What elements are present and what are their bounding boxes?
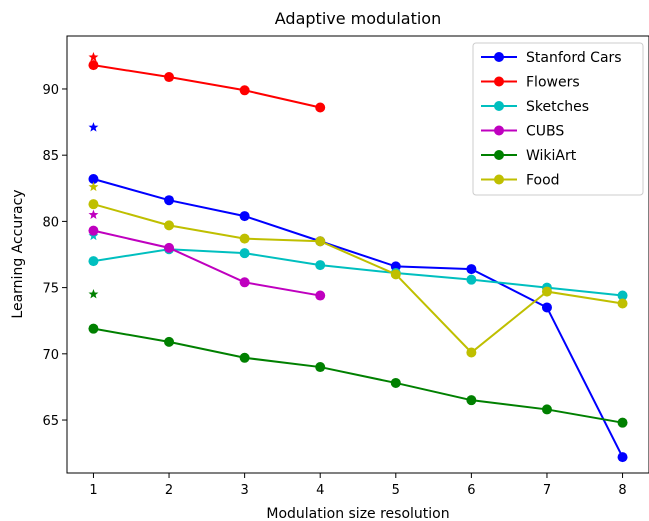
x-tick-label: 7 bbox=[543, 483, 551, 498]
y-tick-label: 75 bbox=[42, 282, 59, 297]
data-point bbox=[88, 174, 99, 185]
y-tick-label: 70 bbox=[42, 348, 59, 363]
legend-label: CUBS bbox=[526, 124, 564, 140]
legend-swatch-marker bbox=[494, 52, 504, 62]
legend-label: Flowers bbox=[526, 75, 580, 91]
data-point bbox=[164, 72, 175, 83]
data-point bbox=[617, 298, 628, 309]
legend-item: Food bbox=[481, 173, 560, 189]
star-marker bbox=[88, 51, 99, 62]
series-layer bbox=[88, 51, 628, 463]
data-point bbox=[541, 286, 552, 297]
legend-item: Stanford Cars bbox=[481, 50, 622, 66]
data-point bbox=[390, 269, 401, 280]
data-point bbox=[541, 404, 552, 415]
data-point bbox=[88, 199, 99, 210]
data-point bbox=[164, 242, 175, 253]
data-point bbox=[466, 264, 477, 275]
x-tick-label: 5 bbox=[392, 483, 400, 498]
data-point bbox=[617, 417, 628, 428]
data-point bbox=[315, 260, 326, 271]
legend-item: Flowers bbox=[481, 75, 580, 91]
series-3 bbox=[88, 209, 326, 301]
x-tick-label: 8 bbox=[618, 483, 626, 498]
data-point bbox=[466, 347, 477, 358]
legend-item: WikiArt bbox=[481, 148, 577, 164]
y-tick-label: 65 bbox=[42, 414, 59, 429]
data-point bbox=[88, 60, 99, 71]
data-point bbox=[164, 336, 175, 347]
data-point bbox=[164, 220, 175, 231]
series-line bbox=[93, 327, 623, 424]
legend-swatch-marker bbox=[494, 101, 504, 111]
y-axis-title: Learning Accuracy bbox=[10, 189, 26, 318]
series-line bbox=[93, 178, 624, 458]
y-tick-label: 85 bbox=[42, 149, 59, 164]
star-marker bbox=[88, 209, 99, 219]
data-point bbox=[617, 290, 628, 301]
legend-label: Sketches bbox=[526, 99, 589, 115]
data-point bbox=[617, 452, 628, 463]
series-4 bbox=[88, 289, 628, 428]
data-point bbox=[239, 85, 250, 96]
y-tick-label: 80 bbox=[42, 215, 59, 230]
legend-swatch-marker bbox=[494, 125, 504, 136]
legend-swatch-marker bbox=[494, 150, 504, 160]
data-point bbox=[239, 248, 250, 259]
data-point bbox=[88, 256, 99, 267]
data-point bbox=[315, 236, 326, 247]
x-axis-ticks: 1 2 3 4 5 6 7 8 bbox=[89, 473, 627, 498]
series-1 bbox=[88, 51, 326, 113]
series-5 bbox=[88, 181, 628, 358]
x-axis-title: Modulation size resolution bbox=[266, 506, 449, 521]
data-point bbox=[239, 352, 250, 363]
data-point bbox=[466, 395, 477, 406]
x-tick-label: 1 bbox=[89, 483, 97, 498]
x-tick-label: 6 bbox=[467, 483, 475, 498]
legend-label: WikiArt bbox=[526, 148, 577, 164]
data-point bbox=[315, 102, 326, 113]
plot-frame bbox=[66, 35, 649, 474]
data-point bbox=[315, 290, 326, 301]
data-point bbox=[466, 274, 477, 285]
data-point bbox=[541, 302, 552, 313]
star-marker bbox=[88, 289, 99, 299]
legend-item: CUBS bbox=[481, 124, 564, 140]
series-line bbox=[93, 64, 321, 109]
star-marker bbox=[88, 122, 99, 132]
y-axis-ticks: 65 70 75 80 85 90 bbox=[42, 83, 67, 429]
x-tick-label: 2 bbox=[165, 483, 173, 498]
series-line bbox=[93, 248, 623, 297]
data-point bbox=[239, 211, 250, 222]
data-point bbox=[239, 277, 250, 288]
legend-item: Sketches bbox=[481, 99, 589, 115]
data-point bbox=[88, 323, 99, 334]
legend: Stanford Cars Flowers Sketches CUBS WikiArt F… bbox=[472, 42, 644, 196]
x-tick-label: 4 bbox=[316, 483, 324, 498]
data-point bbox=[88, 225, 99, 236]
y-tick-label: 90 bbox=[42, 83, 59, 98]
x-tick-label: 3 bbox=[240, 483, 248, 498]
data-point bbox=[390, 377, 401, 388]
legend-swatch-marker bbox=[494, 76, 504, 87]
legend-label: Food bbox=[526, 173, 560, 189]
series-line bbox=[93, 229, 321, 297]
data-point bbox=[164, 195, 175, 206]
chart-title: Adaptive modulation bbox=[275, 9, 441, 28]
legend-swatch-marker bbox=[494, 174, 504, 185]
data-point bbox=[315, 362, 326, 373]
star-marker bbox=[88, 181, 99, 192]
data-point bbox=[239, 233, 250, 244]
series-line bbox=[93, 203, 623, 354]
legend-label: Stanford Cars bbox=[526, 50, 622, 66]
